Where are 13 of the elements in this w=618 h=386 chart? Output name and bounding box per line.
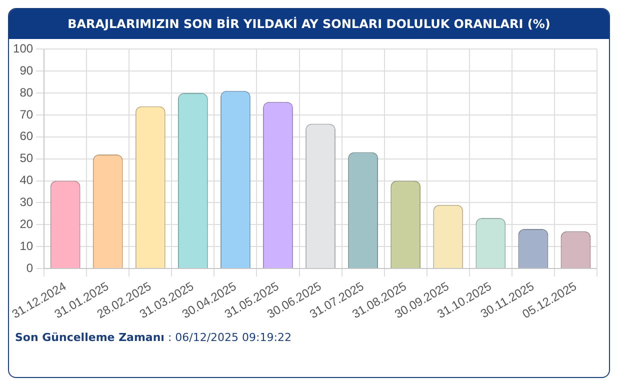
y-tick-label: 70 <box>20 107 34 122</box>
y-tick-label: 0 <box>26 260 34 275</box>
text: Son Güncelleme Zamanı : 06/12/2025 09:19:22 <box>14 330 292 346</box>
y-tick-label: 60 <box>20 129 34 144</box>
y-tick-label: 50 <box>20 151 34 166</box>
y-tick-label: 80 <box>20 85 34 100</box>
y-tick-label: 20 <box>20 216 34 231</box>
y-tick-label: 10 <box>20 238 34 253</box>
y-tick-label: 30 <box>20 195 34 210</box>
y-tick-label: 40 <box>20 173 34 188</box>
y-tick-label: 100 <box>13 42 34 56</box>
y-tick-label: 90 <box>20 63 34 78</box>
chart-title: BARAJLARIMIZIN SON BİR YILDAKİ AY SONLARI DOLULUK ORANLARI (%) <box>9 9 609 39</box>
